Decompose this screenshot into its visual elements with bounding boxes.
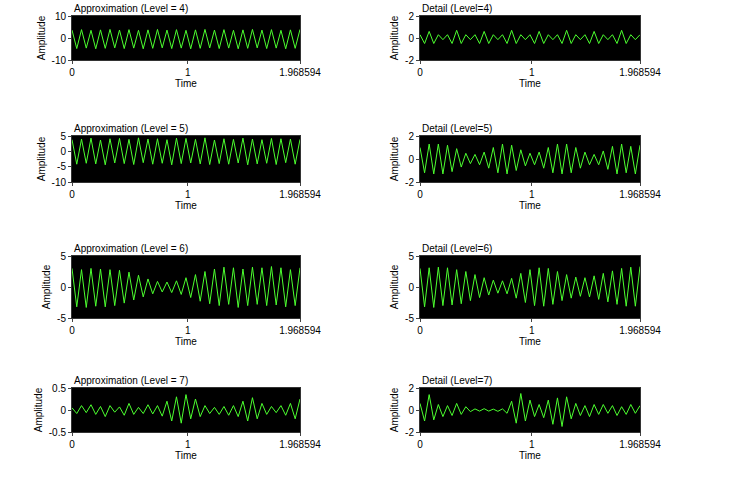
svg-text:-5: -5 bbox=[405, 313, 414, 324]
svg-text:1.968594: 1.968594 bbox=[279, 439, 321, 450]
svg-text:1.968594: 1.968594 bbox=[619, 325, 661, 336]
svg-text:Approximation (Level = 4): Approximation (Level = 4) bbox=[74, 3, 188, 14]
svg-text:0: 0 bbox=[417, 439, 423, 450]
svg-text:1: 1 bbox=[185, 189, 191, 200]
svg-text:Amplitude: Amplitude bbox=[389, 264, 400, 309]
svg-text:1.968594: 1.968594 bbox=[279, 325, 321, 336]
svg-text:Amplitude: Amplitude bbox=[389, 136, 400, 181]
svg-text:Time: Time bbox=[519, 78, 541, 89]
svg-text:1.968594: 1.968594 bbox=[279, 189, 321, 200]
svg-text:1: 1 bbox=[529, 189, 535, 200]
svg-text:-5: -5 bbox=[57, 313, 66, 324]
svg-text:Amplitude: Amplitude bbox=[389, 15, 400, 60]
svg-text:Time: Time bbox=[519, 336, 541, 347]
svg-text:0: 0 bbox=[408, 154, 414, 165]
svg-text:Approximation (Level = 7): Approximation (Level = 7) bbox=[74, 375, 188, 386]
svg-text:10: 10 bbox=[55, 11, 67, 22]
svg-text:-0.5: -0.5 bbox=[49, 427, 67, 438]
svg-text:5: 5 bbox=[60, 251, 66, 262]
svg-text:1: 1 bbox=[185, 325, 191, 336]
svg-text:0: 0 bbox=[69, 325, 75, 336]
svg-text:Amplitude: Amplitude bbox=[389, 387, 400, 432]
svg-text:0: 0 bbox=[417, 67, 423, 78]
svg-text:-2: -2 bbox=[405, 427, 414, 438]
svg-text:Time: Time bbox=[175, 200, 197, 211]
svg-text:-2: -2 bbox=[405, 55, 414, 66]
svg-text:Amplitude: Amplitude bbox=[36, 136, 47, 181]
svg-text:-5: -5 bbox=[57, 161, 66, 172]
svg-text:0: 0 bbox=[69, 67, 75, 78]
svg-text:1: 1 bbox=[185, 67, 191, 78]
svg-text:1.968594: 1.968594 bbox=[619, 189, 661, 200]
svg-text:Time: Time bbox=[519, 450, 541, 461]
svg-text:1: 1 bbox=[529, 439, 535, 450]
svg-text:Approximation (Level = 5): Approximation (Level = 5) bbox=[74, 123, 188, 134]
svg-text:Amplitude: Amplitude bbox=[36, 15, 47, 60]
svg-text:0: 0 bbox=[60, 33, 66, 44]
svg-text:Time: Time bbox=[175, 78, 197, 89]
svg-text:-10: -10 bbox=[52, 177, 67, 188]
svg-text:0.5: 0.5 bbox=[52, 383, 66, 394]
svg-text:0: 0 bbox=[408, 33, 414, 44]
svg-text:5: 5 bbox=[60, 131, 66, 142]
svg-text:Amplitude: Amplitude bbox=[41, 264, 52, 309]
svg-text:2: 2 bbox=[408, 131, 414, 142]
svg-text:0: 0 bbox=[69, 189, 75, 200]
svg-text:1: 1 bbox=[529, 325, 535, 336]
svg-text:0: 0 bbox=[60, 282, 66, 293]
svg-text:Detail (Level=5): Detail (Level=5) bbox=[422, 123, 492, 134]
svg-text:Detail (Level=7): Detail (Level=7) bbox=[422, 375, 492, 386]
svg-text:1: 1 bbox=[185, 439, 191, 450]
svg-text:Time: Time bbox=[175, 450, 197, 461]
svg-text:-2: -2 bbox=[405, 177, 414, 188]
svg-text:0: 0 bbox=[417, 325, 423, 336]
svg-text:0: 0 bbox=[69, 439, 75, 450]
svg-text:Amplitude: Amplitude bbox=[33, 387, 44, 432]
svg-text:0: 0 bbox=[408, 282, 414, 293]
svg-text:1: 1 bbox=[529, 67, 535, 78]
svg-text:1.968594: 1.968594 bbox=[619, 67, 661, 78]
svg-text:0: 0 bbox=[408, 405, 414, 416]
svg-text:0: 0 bbox=[60, 146, 66, 157]
svg-text:Detail (Level=6): Detail (Level=6) bbox=[422, 243, 492, 254]
svg-text:5: 5 bbox=[408, 251, 414, 262]
svg-text:0: 0 bbox=[417, 189, 423, 200]
svg-text:Time: Time bbox=[175, 336, 197, 347]
svg-text:Approximation (Level = 6): Approximation (Level = 6) bbox=[74, 243, 188, 254]
svg-text:2: 2 bbox=[408, 11, 414, 22]
svg-text:Time: Time bbox=[519, 200, 541, 211]
svg-text:-10: -10 bbox=[52, 55, 67, 66]
svg-text:Detail (Level=4): Detail (Level=4) bbox=[422, 3, 492, 14]
svg-text:0: 0 bbox=[60, 405, 66, 416]
svg-text:1.968594: 1.968594 bbox=[619, 439, 661, 450]
svg-text:2: 2 bbox=[408, 383, 414, 394]
svg-text:1.968594: 1.968594 bbox=[279, 67, 321, 78]
